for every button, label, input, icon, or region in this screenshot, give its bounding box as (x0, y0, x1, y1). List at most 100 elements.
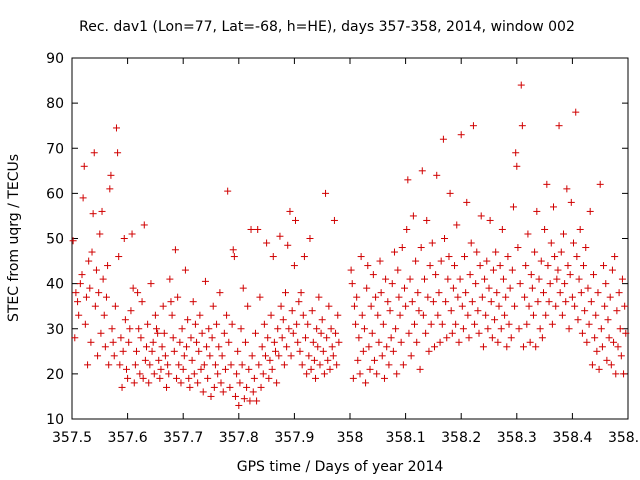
data-point (499, 275, 507, 283)
x-tick-label: 358.2 (441, 430, 481, 446)
data-point (575, 275, 583, 283)
data-point (596, 180, 604, 188)
data-point (578, 329, 586, 337)
data-point (383, 343, 391, 351)
data-point (382, 275, 390, 283)
data-point (485, 284, 493, 292)
x-tick-label: 358.5 (608, 430, 640, 446)
data-point (384, 298, 392, 306)
data-point (380, 374, 388, 382)
data-point (538, 334, 546, 342)
data-point (146, 361, 154, 369)
data-point (587, 298, 595, 306)
data-point (525, 302, 533, 310)
data-point (512, 149, 520, 157)
data-point (88, 248, 96, 256)
data-point (138, 298, 146, 306)
data-point (483, 257, 491, 265)
data-point (347, 266, 355, 274)
data-point (171, 246, 179, 254)
data-point (602, 280, 610, 288)
x-tick-label: 357.5 (52, 430, 92, 446)
data-point (541, 225, 549, 233)
data-point (250, 374, 258, 382)
data-point (515, 325, 523, 333)
data-point (416, 365, 424, 373)
data-point (126, 325, 134, 333)
data-point (545, 298, 553, 306)
data-point (120, 235, 128, 242)
data-point (177, 379, 185, 387)
data-point (428, 239, 436, 247)
data-point (303, 370, 311, 378)
data-point (615, 289, 623, 297)
data-point (174, 293, 182, 301)
data-point (605, 334, 613, 342)
data-point (161, 352, 169, 360)
data-point (198, 329, 206, 337)
data-point (608, 266, 616, 274)
data-point (247, 225, 255, 233)
data-point (350, 302, 358, 310)
data-point (271, 347, 279, 355)
data-point (208, 334, 216, 342)
data-point (294, 338, 302, 346)
data-point (261, 352, 269, 360)
data-point (110, 352, 118, 360)
data-point (508, 266, 516, 274)
data-point (282, 289, 290, 297)
data-point (327, 325, 335, 333)
x-tick-label: 357.9 (274, 430, 314, 446)
data-point (235, 401, 243, 409)
chart-title: Rec. dav1 (Lon=77, Lat=-68, h=HE), days … (79, 19, 575, 35)
data-point (554, 266, 562, 274)
data-point (193, 338, 201, 346)
data-point (219, 388, 227, 396)
data-point (407, 352, 415, 360)
data-point (591, 334, 599, 342)
data-point (124, 374, 132, 382)
data-point (264, 334, 272, 342)
data-point (598, 343, 606, 351)
data-point (561, 280, 569, 288)
data-point (464, 311, 472, 319)
data-point (230, 253, 238, 261)
data-point (557, 248, 565, 256)
data-point (546, 280, 554, 288)
data-point (184, 316, 192, 324)
data-point (447, 307, 455, 315)
data-point (239, 284, 247, 292)
data-point (150, 370, 158, 378)
data-point (519, 343, 527, 351)
data-point (127, 307, 135, 315)
data-point (266, 356, 274, 364)
data-point (504, 253, 512, 261)
data-point (279, 316, 287, 324)
data-point (121, 316, 129, 324)
data-point (414, 289, 422, 297)
data-point (505, 320, 513, 328)
data-point (472, 280, 480, 288)
data-point (503, 343, 511, 351)
data-point (178, 325, 186, 333)
data-point (423, 216, 431, 224)
data-point (95, 289, 103, 297)
y-tick-label: 30 (46, 322, 64, 338)
data-point (96, 230, 104, 238)
data-point (488, 334, 496, 342)
data-point (335, 338, 343, 346)
data-point (324, 356, 332, 364)
data-point (156, 374, 164, 382)
data-point (218, 352, 226, 360)
data-point (522, 262, 530, 270)
axis-ticks: 357.5 357.6 357.7 357.8 357.9 358 358.1 358.2 35… (46, 51, 640, 446)
data-point (269, 253, 277, 261)
data-point (147, 280, 155, 288)
data-point (139, 374, 147, 382)
data-point (71, 334, 79, 342)
data-point (87, 338, 95, 346)
data-point (137, 334, 145, 342)
data-point (424, 293, 432, 301)
data-point (74, 298, 82, 306)
x-tick-label: 358.1 (386, 430, 426, 446)
